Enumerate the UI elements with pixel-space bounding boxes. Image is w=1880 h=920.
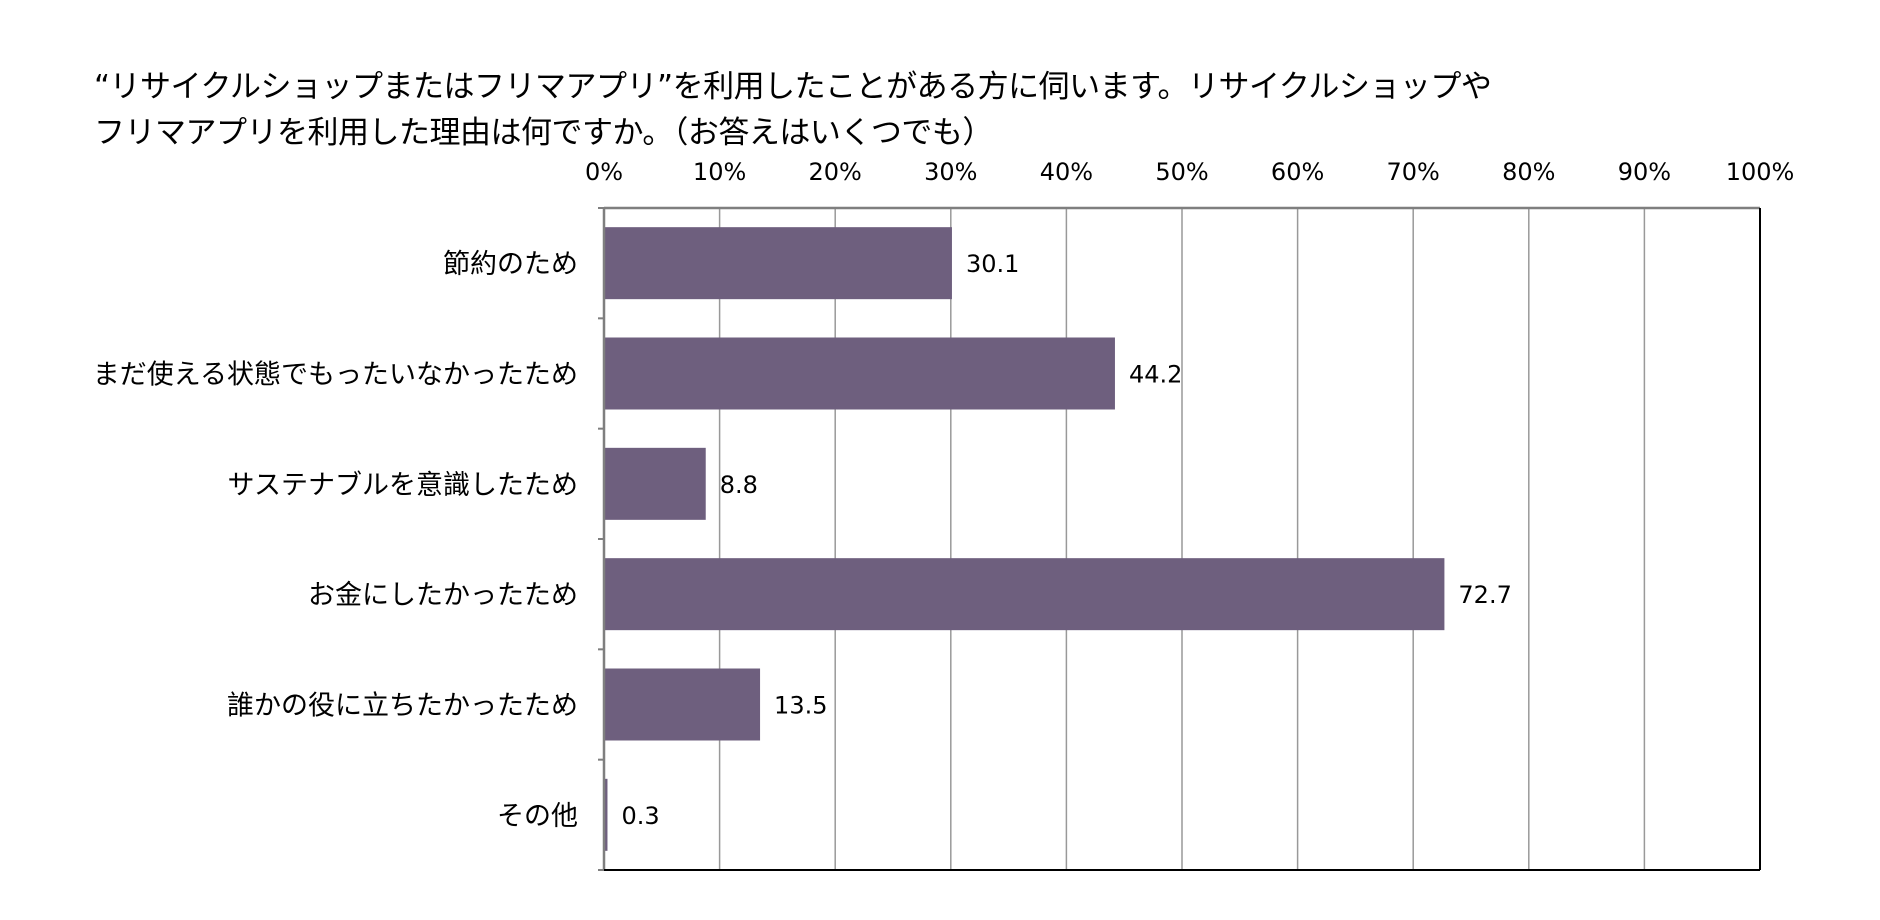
data-label-2: 44.2: [1129, 361, 1182, 389]
data-label-6: 0.3: [621, 802, 659, 830]
category-label-4: お金にしたかったため: [308, 580, 578, 611]
bar-3: [604, 447, 706, 520]
bar-5: [604, 668, 761, 741]
x-axis-ticks: 0% 10% 20% 30% 40% 50% 60% 70% 80% 90% 100%: [585, 158, 1794, 186]
bar-6: [604, 778, 608, 851]
category-label-6: その他: [497, 801, 578, 832]
category-label-2: まだ使える状態でもったいなかったため: [93, 360, 578, 391]
gridlines: [718, 208, 1646, 870]
x-tick-label-40: 40%: [1040, 158, 1093, 186]
x-tick-label-0: 0%: [585, 158, 623, 186]
bars: [604, 227, 1445, 851]
x-tick-label-70: 70%: [1387, 158, 1440, 186]
x-tick-label-30: 30%: [924, 158, 977, 186]
bar-4: [604, 558, 1445, 631]
x-tick-label-60: 60%: [1271, 158, 1324, 186]
x-tick-label-50: 50%: [1155, 158, 1208, 186]
data-label-1: 30.1: [966, 250, 1019, 278]
category-label-1: 節約のため: [443, 249, 578, 280]
data-label-3: 8.8: [720, 471, 758, 499]
x-tick-label-10: 10%: [693, 158, 746, 186]
bar-1: [604, 227, 952, 300]
x-tick-label-100: 100%: [1726, 158, 1795, 186]
chart-title-line-1: “リサイクルショップまたはフリマアプリ”を利用したことがある方に伺います。リサイ…: [94, 69, 1492, 105]
chart-title-line-2: フリマアプリを利用した理由は何ですか。（お答えはいくつでも）: [94, 115, 993, 151]
data-label-5: 13.5: [774, 692, 827, 720]
data-label-4: 72.7: [1458, 581, 1511, 609]
category-label-5: 誰かの役に立ちたかったため: [227, 691, 578, 722]
x-tick-label-80: 80%: [1502, 158, 1555, 186]
category-label-3: サステナブルを意識したため: [228, 470, 578, 501]
x-tick-label-20: 20%: [809, 158, 862, 186]
plot-frame: [598, 206, 1761, 871]
data-labels: 30.1 44.2 8.8 72.7 13.5 0.3: [621, 250, 1511, 830]
category-labels: 節約のためまだ使える状態でもったいなかったためサステナブルを意識したためお金にし…: [93, 249, 578, 832]
x-tick-label-90: 90%: [1618, 158, 1671, 186]
bar-2: [604, 337, 1115, 410]
chart-title: “リサイクルショップまたはフリマアプリ”を利用したことがある方に伺います。リサイ…: [94, 64, 1594, 156]
